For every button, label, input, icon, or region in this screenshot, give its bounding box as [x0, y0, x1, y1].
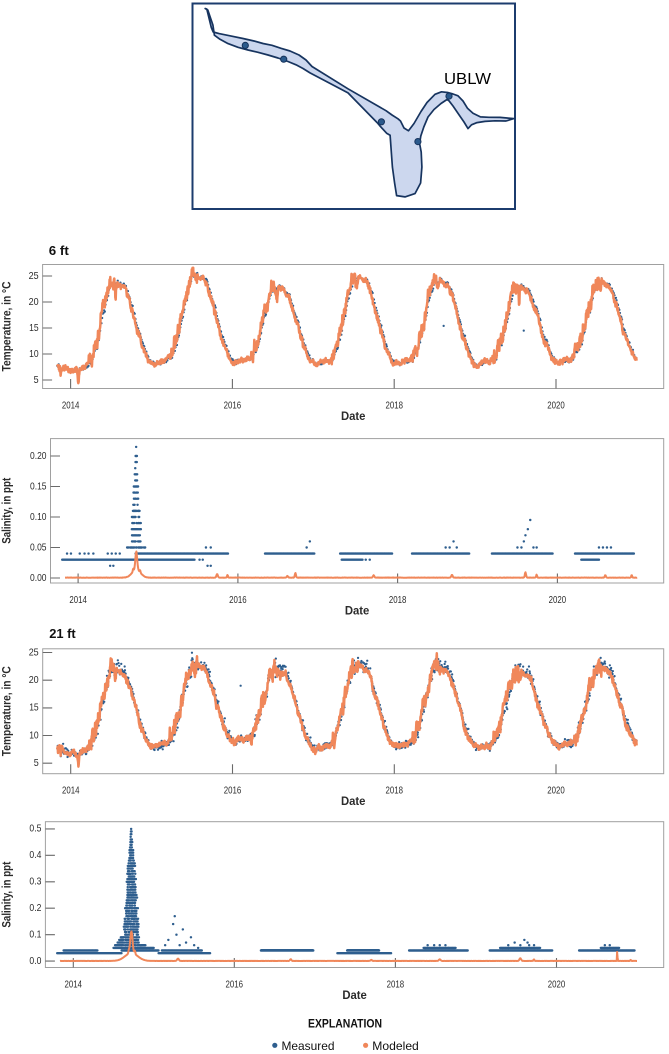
svg-text:0.5: 0.5	[29, 823, 41, 835]
svg-text:0.15: 0.15	[30, 480, 47, 492]
svg-text:2014: 2014	[62, 785, 80, 797]
svg-text:10: 10	[29, 348, 39, 360]
svg-text:Measured: Measured	[282, 1039, 335, 1053]
svg-text:2014: 2014	[65, 979, 83, 991]
svg-text:0.10: 0.10	[30, 511, 47, 523]
svg-text:Salinity, in ppt: Salinity, in ppt	[0, 862, 14, 928]
svg-text:2020: 2020	[549, 594, 567, 606]
svg-text:2016: 2016	[224, 400, 242, 412]
svg-text:0.00: 0.00	[30, 572, 47, 584]
svg-text:2016: 2016	[229, 594, 247, 606]
svg-text:25: 25	[29, 270, 39, 282]
svg-text:Date: Date	[342, 988, 367, 1002]
svg-text:UBLW: UBLW	[444, 71, 492, 88]
svg-text:2016: 2016	[226, 979, 244, 991]
svg-text:25: 25	[29, 646, 39, 658]
svg-text:0.3: 0.3	[29, 876, 41, 888]
svg-text:20: 20	[29, 296, 39, 308]
svg-text:0.0: 0.0	[29, 955, 41, 967]
svg-text:5: 5	[34, 374, 39, 386]
svg-text:20: 20	[29, 674, 39, 686]
svg-text:6 ft: 6 ft	[49, 243, 70, 258]
svg-text:2018: 2018	[389, 594, 407, 606]
svg-text:2020: 2020	[547, 785, 565, 797]
svg-text:Temperature, in °C: Temperature, in °C	[0, 666, 14, 756]
svg-text:Modeled: Modeled	[372, 1039, 419, 1053]
svg-text:2014: 2014	[69, 594, 87, 606]
svg-text:0.4: 0.4	[29, 849, 41, 861]
svg-text:2014: 2014	[62, 400, 80, 412]
svg-text:0.20: 0.20	[30, 450, 47, 462]
svg-text:2018: 2018	[385, 400, 403, 412]
svg-text:2018: 2018	[386, 785, 404, 797]
svg-text:10: 10	[29, 729, 39, 741]
svg-text:Salinity, in ppt: Salinity, in ppt	[0, 478, 14, 544]
svg-text:0.05: 0.05	[30, 541, 47, 553]
svg-text:EXPLANATION: EXPLANATION	[308, 1017, 382, 1031]
svg-text:15: 15	[29, 322, 39, 334]
svg-text:21 ft: 21 ft	[49, 626, 76, 641]
svg-text:0.1: 0.1	[29, 929, 41, 941]
svg-text:0.2: 0.2	[29, 902, 41, 914]
svg-text:Temperature, in °C: Temperature, in °C	[0, 281, 14, 371]
svg-text:Date: Date	[341, 409, 366, 423]
svg-text:2020: 2020	[547, 400, 565, 412]
svg-text:15: 15	[29, 702, 39, 714]
svg-text:2020: 2020	[548, 979, 566, 991]
svg-text:Date: Date	[345, 604, 370, 618]
svg-text:Date: Date	[341, 794, 366, 808]
svg-text:2016: 2016	[224, 785, 242, 797]
svg-text:2018: 2018	[387, 979, 405, 991]
svg-text:5: 5	[34, 757, 39, 769]
